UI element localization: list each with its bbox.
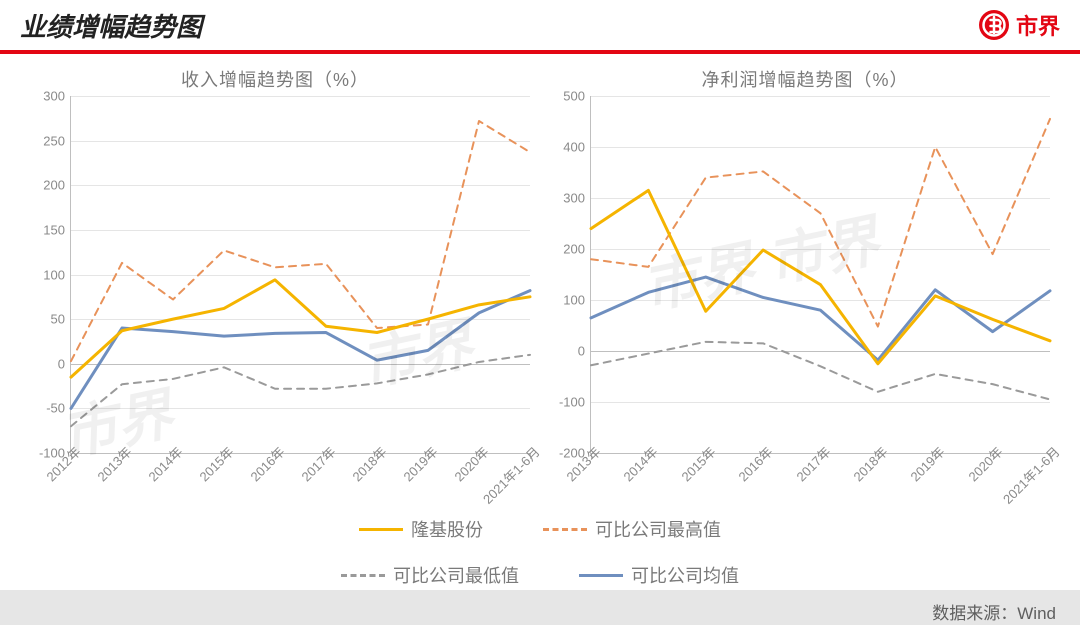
legend-swatch-avg (579, 574, 623, 577)
ytick-label: 100 (21, 267, 65, 282)
legend-label-avg: 可比公司均值 (631, 562, 739, 588)
legend-label-max: 可比公司最高值 (595, 516, 721, 542)
chart-left: 收入增幅趋势图（%） -100-500501001502002503002012… (10, 54, 540, 512)
footer: 数据来源：Wind (0, 590, 1080, 625)
plot-left: -100-500501001502002503002012年2013年2014年… (70, 96, 530, 454)
series-line-max (591, 119, 1050, 327)
data-source-text: 数据来源：Wind (932, 599, 1056, 624)
legend-swatch-max (543, 528, 587, 531)
legend: 隆基股份 可比公司最高值可比公司最低值 可比公司均值 (0, 512, 1080, 590)
legend-item-max: 可比公司最高值 (543, 516, 721, 542)
plot-right: -200-10001002003004005002013年2014年2015年2… (590, 96, 1050, 454)
ytick-label: 50 (21, 312, 65, 327)
ytick-label: 500 (541, 89, 585, 104)
chart-lines (71, 96, 530, 453)
charts-area: 收入增幅趋势图（%） -100-500501001502002503002012… (0, 54, 1080, 512)
series-line-avg (591, 277, 1050, 360)
series-line-longi (591, 190, 1050, 363)
ytick-label: 300 (541, 191, 585, 206)
legend-label-min: 可比公司最低值 (393, 562, 519, 588)
ytick-label: -100 (541, 395, 585, 410)
ytick-label: 400 (541, 140, 585, 155)
legend-swatch-longi (359, 528, 403, 531)
series-line-min (591, 342, 1050, 400)
chart-lines (591, 96, 1050, 453)
ytick-label: 0 (541, 344, 585, 359)
legend-label-longi: 隆基股份 (411, 516, 483, 542)
brand-text: 市界 (1016, 9, 1060, 41)
page-title: 业绩增幅趋势图 (20, 7, 202, 44)
series-line-min (71, 355, 530, 426)
chart-right: 净利润增幅趋势图（%） -200-10001002003004005002013… (540, 54, 1070, 512)
legend-swatch-min (341, 574, 385, 577)
ytick-label: 200 (541, 242, 585, 257)
ytick-label: 200 (21, 178, 65, 193)
series-line-avg (71, 291, 530, 409)
ytick-label: 0 (21, 356, 65, 371)
brand-logo-icon (978, 9, 1010, 41)
legend-item-min: 可比公司最低值 (341, 562, 519, 588)
legend-item-longi: 隆基股份 (359, 516, 483, 542)
ytick-label: 250 (21, 133, 65, 148)
chart-right-title: 净利润增幅趋势图（%） (540, 66, 1070, 92)
chart-left-title: 收入增幅趋势图（%） (10, 66, 540, 92)
ytick-label: -50 (21, 401, 65, 416)
brand: 市界 (978, 9, 1060, 41)
ytick-label: 150 (21, 222, 65, 237)
legend-item-avg: 可比公司均值 (579, 562, 739, 588)
ytick-label: 300 (21, 89, 65, 104)
ytick-label: 100 (541, 293, 585, 308)
header: 业绩增幅趋势图 市界 (0, 0, 1080, 54)
